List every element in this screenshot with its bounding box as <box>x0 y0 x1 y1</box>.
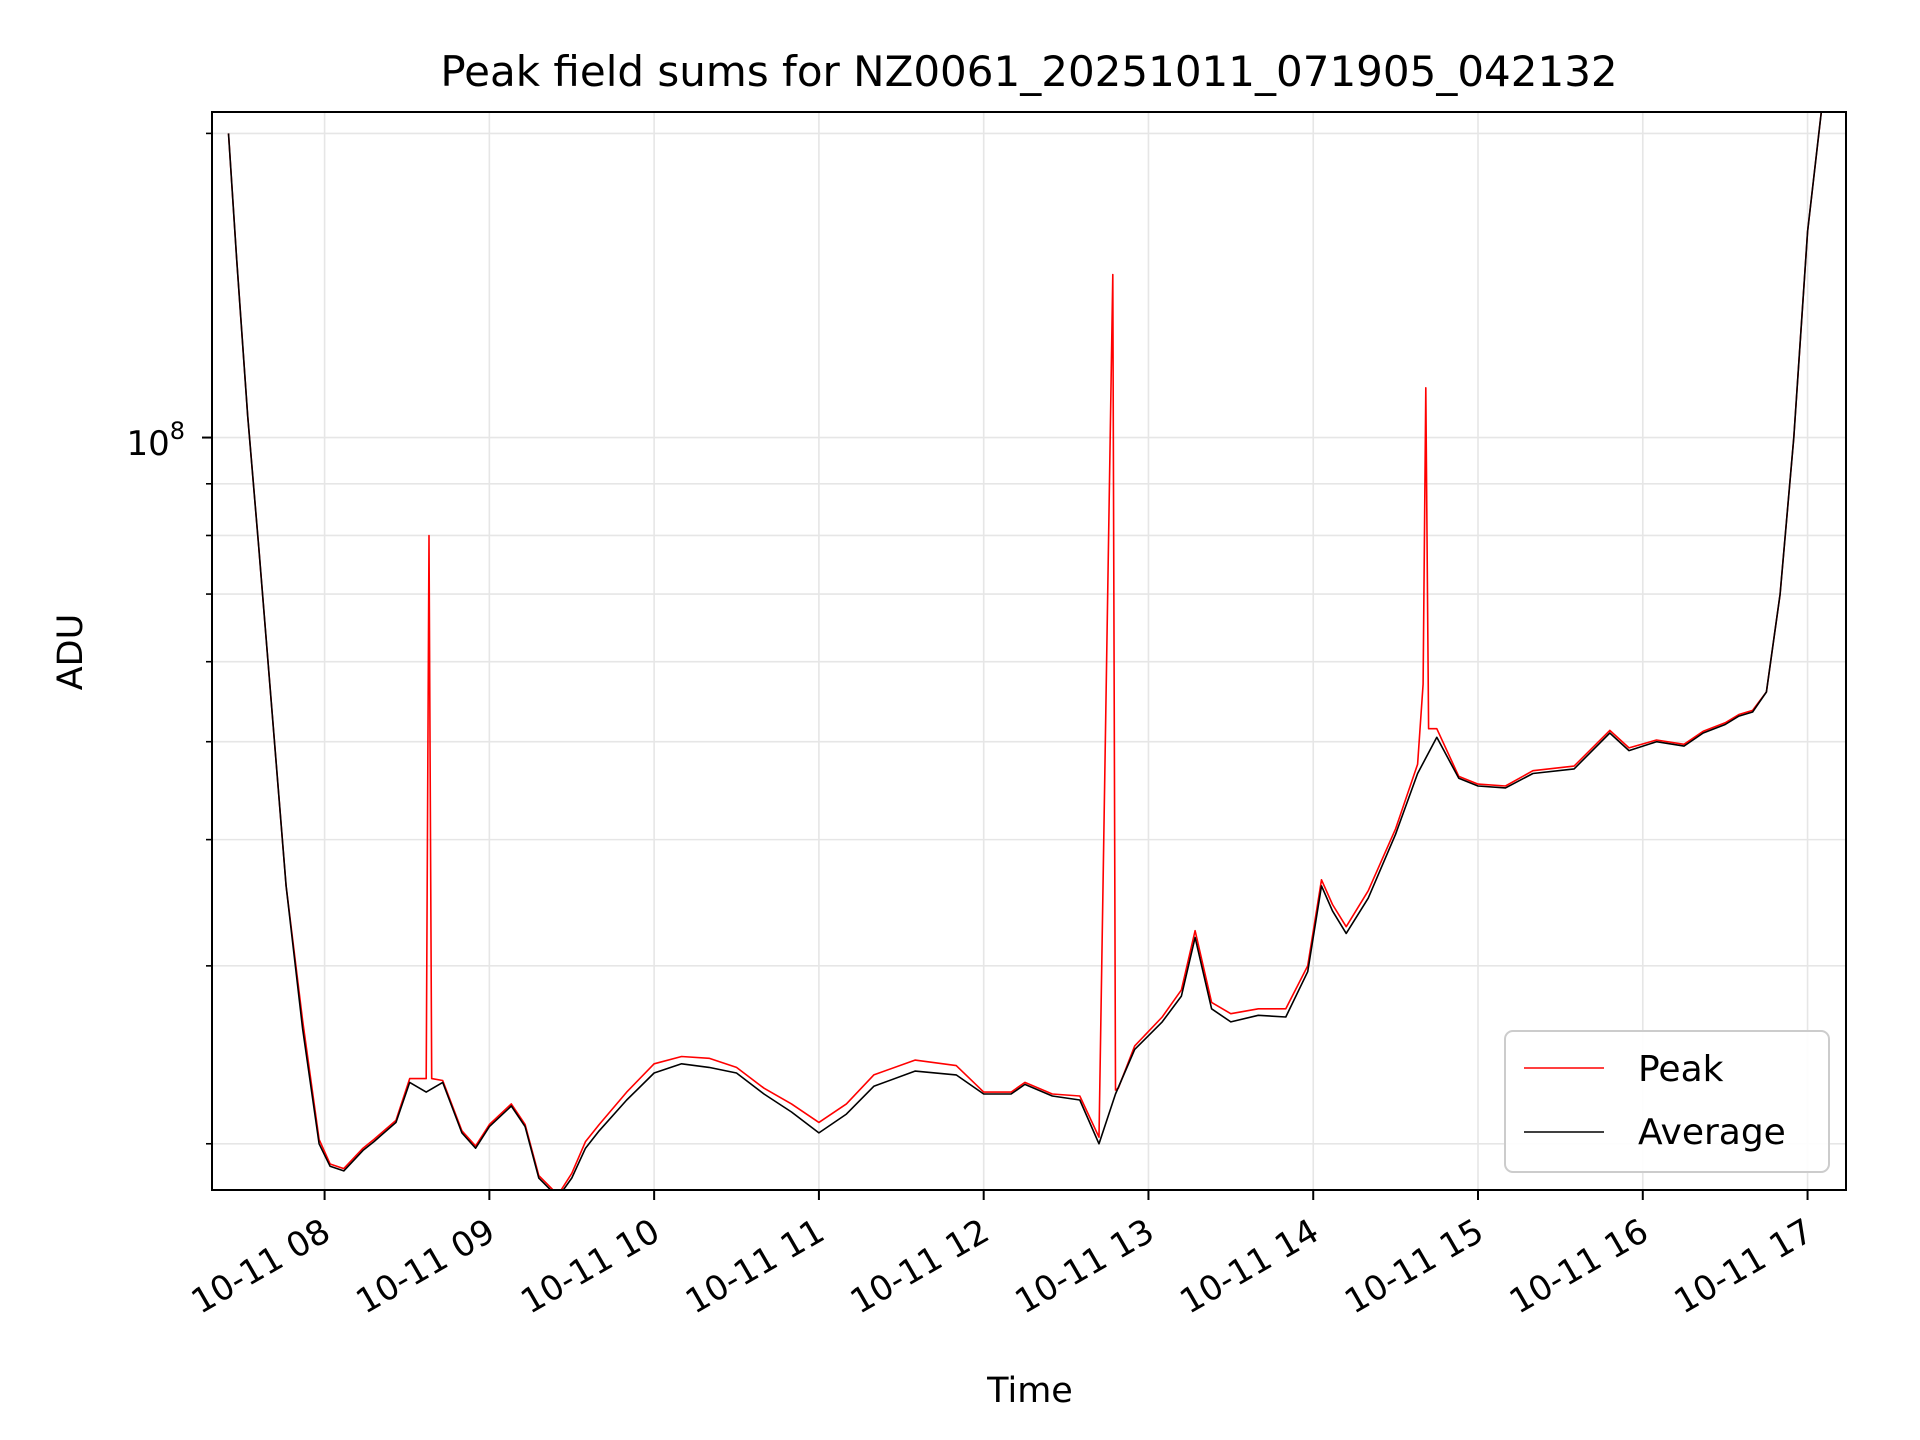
y-tick-label-1e8: 108 <box>126 417 185 464</box>
y-tick-label-base: 10 <box>126 424 169 464</box>
x-axis-label: Time <box>986 1371 1073 1411</box>
series-layer <box>227 112 1835 1190</box>
plot-area <box>227 112 1835 1190</box>
legend: Peak Average <box>1504 1030 1830 1173</box>
y-axis-ticks <box>202 132 212 1145</box>
series-line-average <box>227 112 1835 1190</box>
legend-label-peak: Peak <box>1638 1049 1724 1090</box>
chart-title: Peak field sums for NZ0061_20251011_0719… <box>440 47 1617 96</box>
legend-box <box>1504 1030 1830 1173</box>
plot-frame <box>211 111 1847 1191</box>
series-line-peak <box>227 112 1835 1190</box>
y-axis-label: ADU <box>51 614 91 691</box>
y-tick-label-exponent: 8 <box>170 417 185 445</box>
legend-label-average: Average <box>1638 1112 1786 1153</box>
